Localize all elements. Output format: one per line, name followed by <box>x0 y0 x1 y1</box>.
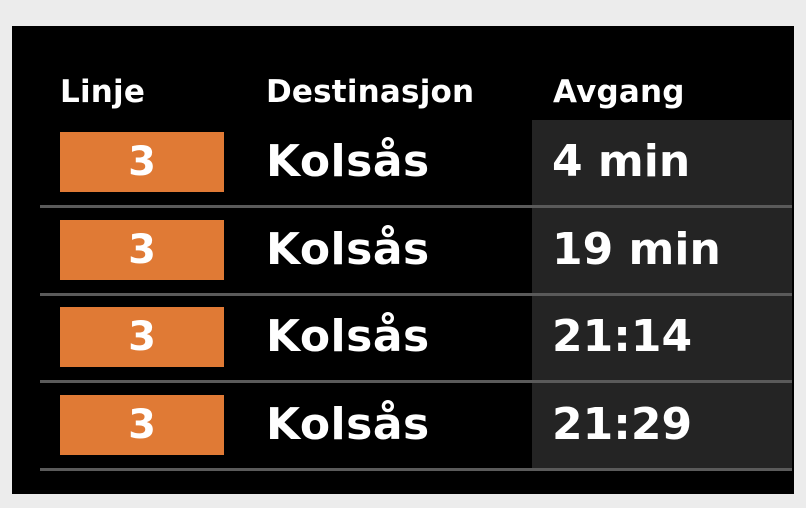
line-badge: 3 <box>60 132 224 192</box>
departure-time: 19 min <box>552 224 721 275</box>
departure-row: 3 Kolsås 21:29 <box>40 383 792 471</box>
destination-text: Kolsås <box>266 399 430 450</box>
departure-time: 4 min <box>552 136 691 187</box>
departure-row: 3 Kolsås 21:14 <box>40 295 792 383</box>
departure-row: 3 Kolsås 19 min <box>40 208 792 296</box>
departure-column-header: Avgang <box>553 74 685 110</box>
row-divider <box>40 293 792 296</box>
row-divider <box>40 380 792 383</box>
destination-column-header: Destinasjon <box>266 74 475 110</box>
departure-time: 21:29 <box>552 399 693 450</box>
departure-row: 3 Kolsås 4 min <box>40 120 792 208</box>
line-badge: 3 <box>60 395 224 455</box>
destination-text: Kolsås <box>266 136 430 187</box>
line-column-header: Linje <box>60 74 146 110</box>
departure-time: 21:14 <box>552 311 693 362</box>
line-badge: 3 <box>60 220 224 280</box>
destination-text: Kolsås <box>266 311 430 362</box>
row-divider <box>40 205 792 208</box>
row-divider <box>40 468 792 471</box>
line-badge: 3 <box>60 307 224 367</box>
destination-text: Kolsås <box>266 224 430 275</box>
departure-board: Linje Destinasjon Avgang 3 Kolsås 4 min … <box>12 26 794 494</box>
